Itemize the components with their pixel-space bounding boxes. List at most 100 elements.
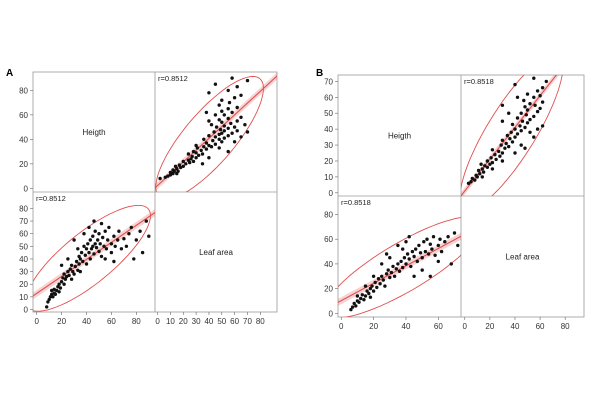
data-point [431, 235, 436, 239]
data-point [191, 159, 196, 164]
data-point [124, 244, 129, 248]
data-point [409, 264, 413, 269]
data-point [365, 289, 369, 293]
data-point [430, 247, 434, 251]
data-point [404, 240, 408, 244]
data-point [88, 257, 93, 261]
data-point [76, 268, 80, 272]
data-point [168, 170, 173, 175]
data-point [456, 243, 460, 248]
data-point [97, 232, 101, 236]
data-point [230, 76, 234, 80]
data-point [217, 118, 221, 122]
data-point [425, 237, 429, 241]
data-point [226, 134, 230, 138]
data-point [476, 168, 481, 173]
y-tick-label: 30 [324, 141, 333, 150]
data-point [525, 92, 530, 96]
y-tick-label: 0 [329, 189, 334, 198]
y-tick-label: 60 [19, 111, 28, 120]
data-point [186, 152, 191, 156]
data-point [466, 181, 471, 185]
data-point [102, 244, 106, 248]
data-point [357, 300, 361, 304]
data-point [213, 142, 218, 146]
data-point [134, 238, 138, 242]
data-point [490, 148, 495, 152]
data-point [186, 158, 191, 162]
data-point [397, 269, 402, 273]
data-point [362, 298, 366, 302]
y-tick-label: 80 [19, 204, 28, 213]
diag-label-leaf-area: Leaf area [506, 253, 540, 262]
y-tick-label: 10 [19, 293, 28, 302]
data-point [533, 103, 537, 108]
x-tick-label: 20 [369, 322, 378, 331]
data-point [116, 238, 120, 242]
data-point [371, 274, 376, 278]
x-tick-label: 80 [132, 317, 141, 326]
data-point [401, 265, 405, 270]
data-point [171, 168, 175, 172]
data-point [45, 305, 49, 309]
data-point [62, 282, 66, 286]
data-point [500, 159, 505, 163]
data-point [523, 146, 527, 150]
data-point [243, 123, 247, 127]
data-point [520, 119, 525, 123]
data-point [438, 237, 442, 241]
data-point [207, 156, 211, 160]
data-point [378, 282, 382, 286]
data-point [176, 169, 180, 173]
correlation-label-top: r=0.8512 [158, 74, 188, 83]
data-point [217, 146, 221, 150]
data-point [349, 307, 353, 312]
correlation-label-bottom: r=0.8512 [36, 194, 66, 203]
data-point [91, 244, 95, 248]
y-tick-label: 0 [329, 309, 334, 318]
data-point [469, 256, 472, 259]
data-point [218, 127, 223, 132]
y-tick-label: 10 [324, 173, 333, 182]
data-point [99, 221, 104, 226]
data-point [94, 245, 99, 250]
data-point [532, 95, 536, 100]
data-point [209, 145, 214, 149]
data-point [122, 237, 126, 241]
data-point [59, 280, 64, 284]
data-point [368, 286, 373, 291]
y-tick-label: 60 [19, 230, 28, 239]
data-point [46, 300, 50, 304]
data-point [519, 111, 523, 115]
data-point [422, 240, 426, 244]
data-point [383, 284, 387, 288]
y-tick-label: 20 [324, 285, 333, 294]
data-point [84, 262, 89, 266]
data-point [79, 250, 84, 255]
data-point [92, 252, 96, 256]
x-tick-label: 40 [204, 317, 213, 326]
data-point [217, 137, 221, 141]
data-point [394, 267, 398, 271]
data-point [483, 164, 487, 168]
density-ellipse [338, 217, 461, 317]
data-point [199, 148, 203, 153]
data-point [222, 129, 226, 133]
data-point [84, 247, 89, 251]
data-point [207, 119, 211, 123]
data-point [93, 229, 97, 233]
y-tick-label: 50 [19, 242, 28, 251]
data-point [89, 247, 94, 251]
data-point [68, 267, 73, 271]
data-point [494, 157, 498, 162]
data-point [119, 247, 124, 251]
cell-heigth-vs-leafarea [33, 204, 155, 312]
cell-heigth-vs-leafarea [338, 217, 472, 317]
y-tick-label: 40 [324, 260, 333, 269]
data-point [103, 257, 107, 261]
data-point [446, 235, 450, 239]
data-point [401, 247, 405, 251]
data-point [490, 167, 495, 171]
data-point [539, 75, 541, 76]
data-point [127, 232, 131, 236]
